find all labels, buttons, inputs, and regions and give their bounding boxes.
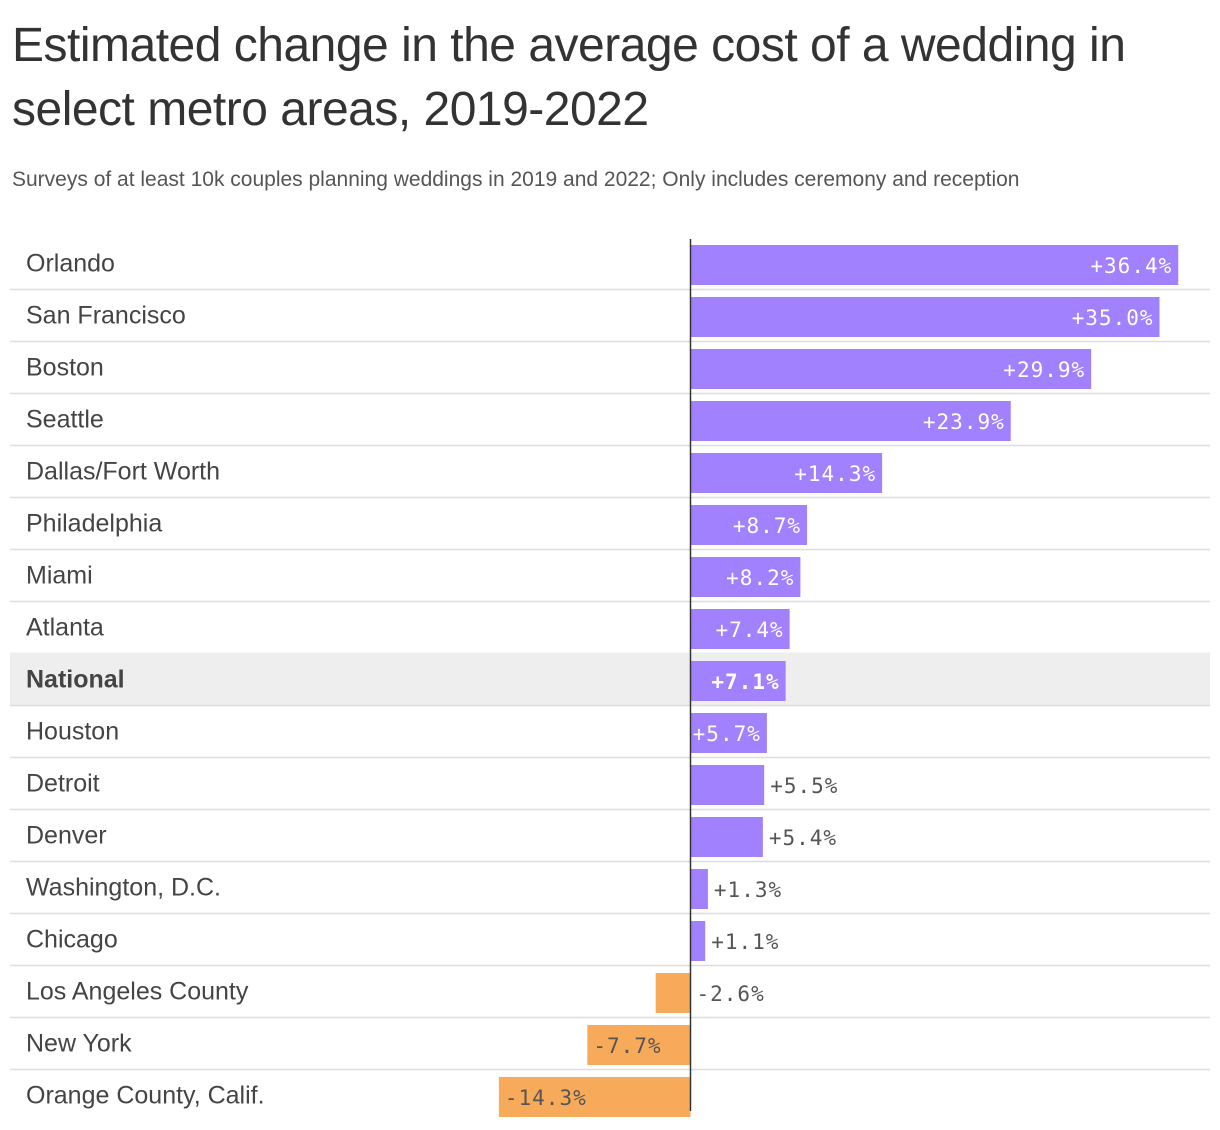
highlight-row-national <box>10 653 1210 705</box>
value-label-orange-county-calif: -14.3% <box>505 1086 587 1110</box>
category-label-boston: Boston <box>26 354 104 382</box>
bar-orlando <box>690 245 1179 285</box>
value-label-los-angeles-county: -2.6% <box>697 982 765 1006</box>
category-label-seattle: Seattle <box>26 406 104 434</box>
category-label-los-angeles-county: Los Angeles County <box>26 978 249 1006</box>
value-label-dallas-fort-worth: +14.3% <box>794 462 876 486</box>
value-label-philadelphia: +8.7% <box>733 514 801 538</box>
category-label-denver: Denver <box>26 822 107 850</box>
category-label-dallas-fort-worth: Dallas/Fort Worth <box>26 458 220 486</box>
category-label-orange-county-calif: Orange County, Calif. <box>26 1082 265 1110</box>
category-label-chicago: Chicago <box>26 926 118 954</box>
bar-washington-d-c <box>690 869 708 909</box>
value-label-washington-d-c: +1.3% <box>714 878 782 902</box>
bar-philadelphia <box>690 505 808 545</box>
chart-subtitle: Surveys of at least 10k couples planning… <box>12 168 1020 191</box>
bar-boston <box>690 349 1092 389</box>
category-label-san-francisco: San Francisco <box>26 302 186 330</box>
value-label-chicago: +1.1% <box>711 930 779 954</box>
bar-seattle <box>690 401 1011 441</box>
bar-chicago <box>690 921 706 961</box>
bar-miami <box>690 557 801 597</box>
category-label-new-york: New York <box>26 1030 132 1058</box>
value-label-atlanta: +7.4% <box>715 618 783 642</box>
value-label-national: +7.1% <box>711 670 779 694</box>
chart-title: Estimated change in the average cost of … <box>12 19 1126 136</box>
bar-houston <box>690 713 767 753</box>
value-label-houston: +5.7% <box>693 722 761 746</box>
bar-dallas-fort-worth <box>690 453 883 493</box>
category-label-washington-d-c: Washington, D.C. <box>26 874 221 902</box>
category-label-national: National <box>26 666 125 694</box>
value-label-seattle: +23.9% <box>923 410 1005 434</box>
bar-new-york <box>587 1025 691 1065</box>
value-label-detroit: +5.5% <box>770 774 838 798</box>
category-label-philadelphia: Philadelphia <box>26 510 162 538</box>
category-label-atlanta: Atlanta <box>26 614 104 642</box>
bar-detroit <box>690 765 765 805</box>
value-label-san-francisco: +35.0% <box>1072 306 1154 330</box>
bar-los-angeles-county <box>655 973 691 1013</box>
category-label-houston: Houston <box>26 718 119 746</box>
value-label-miami: +8.2% <box>726 566 794 590</box>
bar-denver <box>690 817 763 857</box>
category-label-orlando: Orlando <box>26 250 115 278</box>
value-label-orlando: +36.4% <box>1090 254 1172 278</box>
category-label-miami: Miami <box>26 562 93 590</box>
bars-layer <box>498 245 1179 1117</box>
bar-orange-county-calif <box>498 1077 691 1117</box>
bar-atlanta <box>690 609 790 649</box>
bar-san-francisco <box>690 297 1160 337</box>
labels-layer: Orlando +36.4% San Francisco +35.0% Boston +2… <box>26 250 1172 1110</box>
value-label-denver: +5.4% <box>769 826 837 850</box>
category-label-detroit: Detroit <box>26 770 100 798</box>
bar-national <box>690 661 786 701</box>
value-label-new-york: -7.7% <box>593 1034 661 1058</box>
value-label-boston: +29.9% <box>1003 358 1085 382</box>
rows-layer <box>10 288 1210 1071</box>
